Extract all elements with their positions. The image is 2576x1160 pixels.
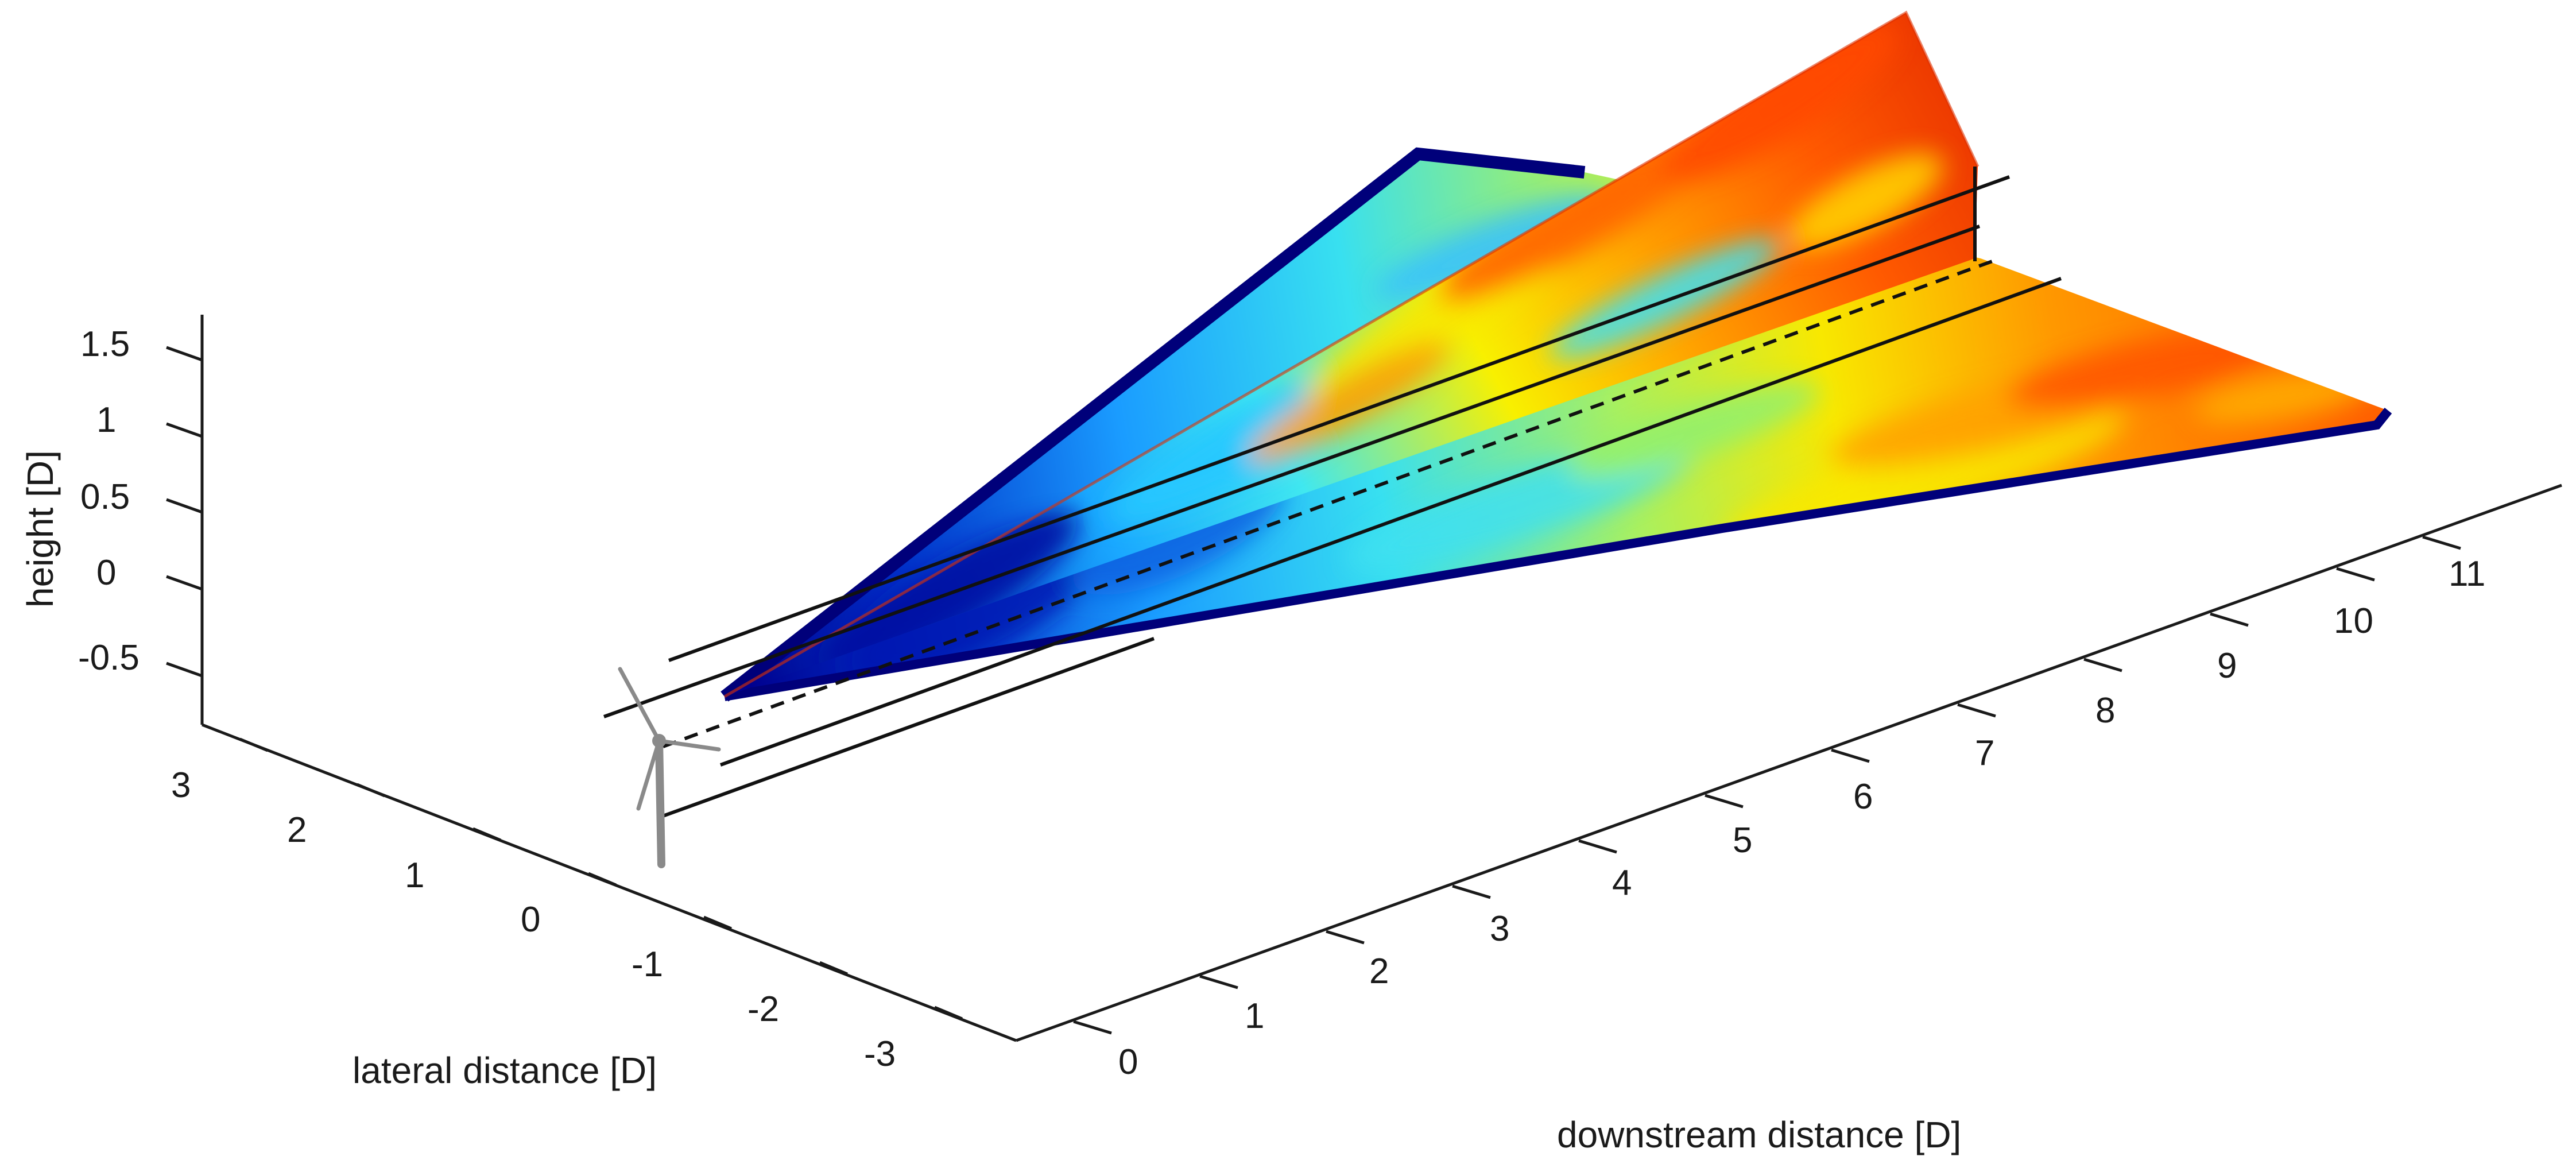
- x-tick: [1957, 703, 1996, 718]
- turbine-hub: [652, 734, 666, 748]
- y-axis-ticks: [239, 737, 963, 1020]
- reference-line-solid: [660, 637, 1155, 818]
- x-axis-ticks: [1073, 535, 2461, 1035]
- turbine-blade: [657, 738, 721, 752]
- x-tick: [2083, 658, 2122, 672]
- z-tick-label: 1: [96, 400, 116, 440]
- z-tick-label: 0: [96, 553, 116, 593]
- z-axis-tick-labels: 1.5 1 0.5 0 -0.5: [78, 324, 140, 678]
- field-patch: [1438, 133, 1719, 303]
- x-tick-label: 7: [1975, 733, 1994, 773]
- x-axis-label: downstream distance [D]: [1557, 1114, 1961, 1155]
- y-tick: [819, 961, 848, 976]
- y-axis-label: lateral distance [D]: [352, 1050, 657, 1091]
- wind-turbine-icon: [618, 667, 721, 868]
- y-tick-label: 3: [171, 765, 191, 805]
- x-tick: [1073, 1020, 1112, 1035]
- x-tick: [2336, 567, 2375, 582]
- y-tick: [703, 915, 732, 930]
- x-tick-label: 3: [1490, 909, 1509, 949]
- turbine-blade: [618, 667, 661, 743]
- y-tick-label: -3: [864, 1034, 896, 1074]
- z-axis-ticks: [166, 346, 203, 678]
- turbine-blade: [636, 738, 661, 811]
- z-tick-label: 1.5: [80, 324, 130, 364]
- x-tick-label: 2: [1369, 952, 1389, 991]
- x-tick-label: 6: [1853, 777, 1873, 817]
- y-tick-label: 0: [521, 900, 540, 939]
- x-tick-label: 1: [1245, 996, 1264, 1036]
- x-axis-tick-labels: 0 1 2 3 4 5 6 7 8 9 10 11: [1118, 554, 2485, 1082]
- y-tick-label: -2: [747, 989, 779, 1029]
- field-patch: [816, 509, 1078, 674]
- x-tick: [1326, 930, 1365, 945]
- x-tick: [1578, 839, 1617, 854]
- reference-lines: [603, 167, 2062, 818]
- horizontal-plane-edge: [720, 147, 1586, 702]
- z-tick: [166, 422, 203, 438]
- z-axis-label: height [D]: [20, 450, 61, 608]
- horizontal-plane-edge: [723, 408, 2392, 701]
- z-tick: [166, 498, 203, 514]
- y-tick: [357, 783, 385, 798]
- y-tick-label: -1: [632, 945, 663, 984]
- reference-line-solid: [719, 277, 2062, 767]
- reference-line-solid: [603, 225, 1981, 718]
- x-axis-line: [1016, 484, 2562, 1042]
- y-tick: [934, 1006, 963, 1020]
- reference-line-dashed: [662, 260, 1993, 748]
- x-tick-label: 4: [1612, 863, 1632, 903]
- z-tick: [166, 662, 203, 678]
- y-tick-label: 2: [287, 810, 307, 850]
- x-tick: [1831, 748, 1870, 763]
- y-tick-label: 1: [405, 856, 424, 895]
- x-tick-label: 10: [2334, 601, 2373, 641]
- vertical-plane-edge: [723, 10, 1980, 698]
- x-tick-label: 5: [1733, 821, 1752, 860]
- z-tick-label: -0.5: [78, 638, 140, 678]
- x-tick: [1199, 975, 1238, 989]
- x-tick-label: 8: [2095, 691, 2115, 730]
- z-tick: [166, 346, 203, 362]
- field-patch: [1567, 383, 1820, 478]
- x-tick: [1705, 794, 1744, 809]
- x-tick: [2210, 612, 2249, 627]
- y-tick: [588, 872, 617, 887]
- x-tick-label: 0: [1118, 1042, 1138, 1082]
- y-tick: [472, 827, 501, 842]
- field-patch: [1551, 239, 1779, 358]
- turbine-tower: [655, 737, 665, 868]
- field-patch: [1788, 153, 1943, 249]
- reference-line-solid: [668, 175, 2011, 662]
- x-tick: [1452, 884, 1491, 899]
- x-tick: [2422, 535, 2461, 550]
- z-tick-label: 0.5: [80, 477, 130, 517]
- x-tick-label: 9: [2217, 646, 2237, 686]
- field-patch: [1661, 25, 1899, 182]
- x-tick-label: 11: [2449, 554, 2485, 594]
- y-tick: [239, 737, 268, 752]
- z-tick: [166, 575, 203, 591]
- y-axis-tick-labels: 3 2 1 0 -1 -2 -3: [171, 765, 896, 1074]
